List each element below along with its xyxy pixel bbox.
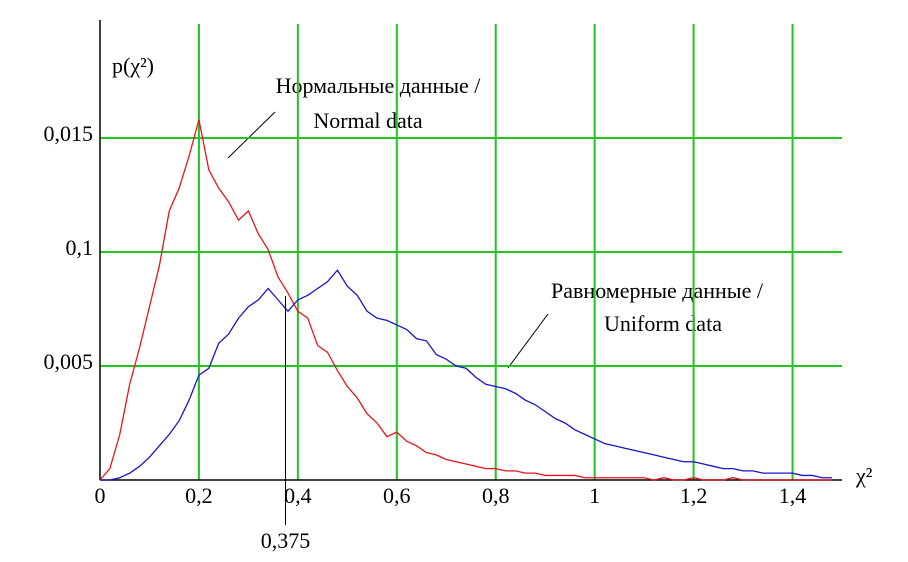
x-tick-label: 0,6 <box>383 483 411 508</box>
y-axis-label: p(χ²) <box>112 53 154 78</box>
leader-line <box>507 313 549 369</box>
annotation: Uniform data <box>604 311 722 336</box>
y-tick-label: 0,005 <box>44 349 94 374</box>
x-tick-label: 1 <box>589 483 600 508</box>
annotation: Normal data <box>313 108 423 133</box>
y-tick-label: 0,1 <box>66 235 94 260</box>
x-tick-label: 0,4 <box>284 483 312 508</box>
x-tick-label: 1,4 <box>779 483 807 508</box>
x-tick-label: 0,2 <box>185 483 213 508</box>
series-line <box>100 269 833 481</box>
y-tick-label: 0,015 <box>44 121 94 146</box>
annotation: Нормальные данные / <box>276 73 482 98</box>
x-tick-label: 1,2 <box>680 483 708 508</box>
marker-label: 0,375 <box>261 528 311 553</box>
x-tick-label: 0 <box>95 483 106 508</box>
x-axis-label: χ² <box>855 463 873 488</box>
annotation: Равномерные данные / <box>551 278 764 303</box>
leader-line <box>227 111 276 159</box>
series-line <box>99 119 833 481</box>
x-tick-label: 0,8 <box>482 483 510 508</box>
